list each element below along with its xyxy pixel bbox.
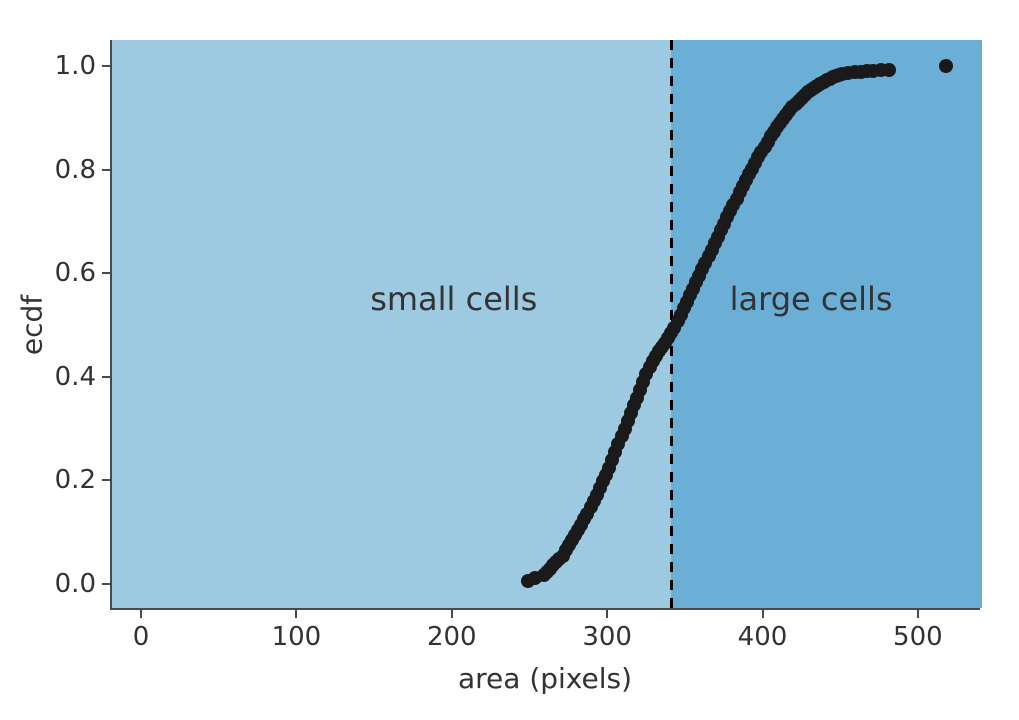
x-tick (451, 610, 453, 618)
x-tick (762, 610, 764, 618)
y-tick-label: 0.6 (55, 258, 96, 288)
y-tick (102, 65, 110, 67)
annotation-large-cells: large cells (730, 280, 893, 318)
plot-area: small cells large cells (110, 40, 980, 610)
y-tick (102, 583, 110, 585)
x-tick (295, 610, 297, 618)
ecdf-point (882, 63, 896, 77)
y-tick-label: 0.8 (55, 155, 96, 185)
annotation-small-cells: small cells (370, 280, 537, 318)
y-tick (102, 272, 110, 274)
x-tick-label: 100 (272, 622, 322, 652)
y-tick (102, 376, 110, 378)
x-tick-label: 0 (133, 622, 150, 652)
y-tick-label: 1.0 (55, 51, 96, 81)
region-large-cells (671, 40, 982, 608)
ecdf-point (939, 59, 953, 73)
y-tick (102, 169, 110, 171)
x-axis-label: area (pixels) (458, 662, 632, 695)
x-tick (140, 610, 142, 618)
y-axis-label: ecdf (16, 295, 49, 355)
y-tick-label: 0.0 (55, 569, 96, 599)
y-tick-label: 0.4 (55, 362, 96, 392)
y-tick-label: 0.2 (55, 465, 96, 495)
x-tick-label: 400 (738, 622, 788, 652)
x-tick-label: 200 (427, 622, 477, 652)
x-tick-label: 500 (893, 622, 943, 652)
x-tick (606, 610, 608, 618)
x-tick (917, 610, 919, 618)
x-tick-label: 300 (582, 622, 632, 652)
y-tick (102, 479, 110, 481)
ecdf-chart: small cells large cells ecdf area (pixels… (0, 0, 1019, 720)
